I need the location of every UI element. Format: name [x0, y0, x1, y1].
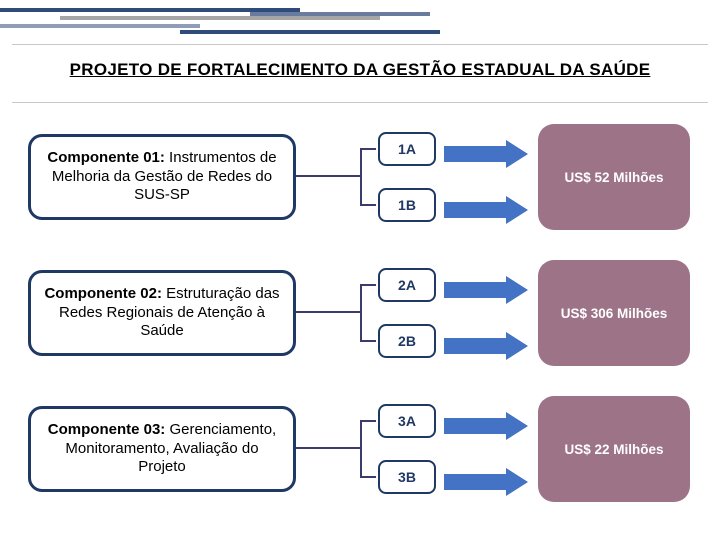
divider: [12, 44, 708, 45]
connector: [296, 175, 362, 177]
connector: [360, 148, 376, 150]
diagram-row: Componente 03: Gerenciamento, Monitorame…: [0, 388, 720, 508]
sub-box-b: 2B: [378, 324, 436, 358]
connector: [360, 420, 376, 422]
deco-bar: [60, 16, 380, 20]
sub-box-a: 1A: [378, 132, 436, 166]
page-title: PROJETO DE FORTALECIMENTO DA GESTÃO ESTA…: [0, 60, 720, 80]
arrow-icon: [444, 140, 530, 168]
connector: [360, 284, 376, 286]
component-box: Componente 01: Instrumentos de Melhoria …: [28, 134, 296, 220]
diagram-row: Componente 02: Estruturação das Redes Re…: [0, 252, 720, 372]
component-box: Componente 03: Gerenciamento, Monitorame…: [28, 406, 296, 492]
connector: [360, 284, 362, 340]
divider: [12, 102, 708, 103]
connector: [360, 148, 362, 204]
sub-box-a: 2A: [378, 268, 436, 302]
sub-box-b: 3B: [378, 460, 436, 494]
component-box: Componente 02: Estruturação das Redes Re…: [28, 270, 296, 356]
connector: [360, 340, 376, 342]
deco-bar: [250, 12, 430, 16]
deco-bar: [180, 30, 440, 34]
header-decoration: [0, 0, 720, 56]
component-title: Componente 01:: [47, 149, 165, 166]
deco-bar: [0, 24, 200, 28]
component-title: Componente 02:: [44, 285, 162, 302]
arrow-icon: [444, 412, 530, 440]
arrow-icon: [444, 332, 530, 360]
arrow-icon: [444, 196, 530, 224]
connector: [296, 447, 362, 449]
sub-box-b: 1B: [378, 188, 436, 222]
diagram-row: Componente 01: Instrumentos de Melhoria …: [0, 116, 720, 236]
connector: [296, 311, 362, 313]
arrow-icon: [444, 468, 530, 496]
arrow-icon: [444, 276, 530, 304]
connector: [360, 476, 376, 478]
value-box: US$ 22 Milhões: [538, 396, 690, 502]
value-box: US$ 306 Milhões: [538, 260, 690, 366]
value-box: US$ 52 Milhões: [538, 124, 690, 230]
connector: [360, 204, 376, 206]
sub-box-a: 3A: [378, 404, 436, 438]
component-title: Componente 03:: [48, 421, 166, 438]
connector: [360, 420, 362, 476]
